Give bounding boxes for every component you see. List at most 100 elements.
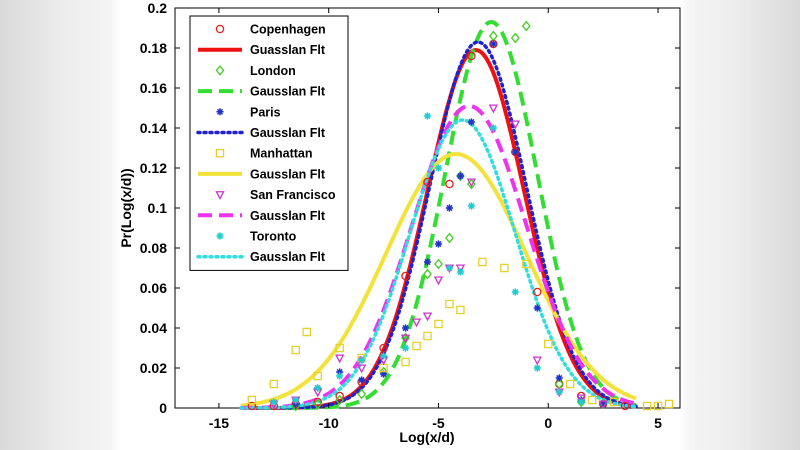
data-point <box>521 20 531 32</box>
data-point <box>554 378 564 390</box>
y-axis-label: Pr(Log(x/d)) <box>118 168 134 247</box>
data-point <box>467 118 476 126</box>
y-tick-label: 0.08 <box>140 240 167 256</box>
data-point <box>478 257 487 267</box>
legend-entry: London <box>215 64 296 78</box>
x-axis-label: Log(x/d) <box>399 429 454 445</box>
data-point <box>434 319 443 329</box>
data-point <box>314 384 322 392</box>
legend-marker-swatch <box>215 191 225 200</box>
data-point <box>379 352 388 360</box>
legend-entry: Gausslan Flt <box>196 250 326 264</box>
axes-layer: -15 -10 -5 0 5 0 0.02 0.04 0.06 0.08 0.1 0.12 0.14 0.… <box>140 0 680 431</box>
data-point <box>434 258 443 270</box>
legend-label: London <box>250 64 296 78</box>
data-point <box>401 357 410 367</box>
x-tick-label: -5 <box>432 415 445 431</box>
data-point <box>445 179 454 189</box>
data-point <box>555 388 563 396</box>
data-point <box>466 178 477 188</box>
data-point <box>291 345 301 355</box>
data-point <box>522 259 531 269</box>
data-point <box>400 334 411 344</box>
legend-marker-swatch <box>216 108 224 116</box>
data-point <box>357 388 367 400</box>
legend-entry: Copenhagen <box>215 23 326 37</box>
data-point <box>379 343 388 353</box>
data-point <box>511 148 519 156</box>
legend-label: Copenhagen <box>250 23 326 37</box>
legend-label: Gausslan Flt <box>250 85 326 99</box>
data-point <box>302 327 311 337</box>
data-point <box>488 104 499 114</box>
y-tick-label: 0.12 <box>140 160 167 176</box>
data-point <box>445 204 454 212</box>
data-point <box>379 370 388 378</box>
y-tick-label: 0.2 <box>148 0 168 16</box>
data-point <box>356 364 367 374</box>
y-tick-label: 0.16 <box>140 80 167 96</box>
marker-series-4 <box>292 40 607 408</box>
fit-curve-7 <box>240 151 637 408</box>
legend: Copenhagen Guasslan Flt London Gausslan Flt… <box>189 15 349 271</box>
x-tick-label: -10 <box>319 415 339 431</box>
data-point <box>599 400 607 408</box>
x-tick-label: 0 <box>544 415 552 431</box>
data-point <box>455 264 466 274</box>
legend-label: Gausslan Flt <box>250 209 326 223</box>
data-point <box>247 395 257 405</box>
data-point <box>401 324 410 332</box>
legend-label: Paris <box>250 105 281 119</box>
legend-label: San Francisco <box>250 188 336 202</box>
legend-entry: Gausslan Flt <box>196 126 326 140</box>
data-point <box>434 240 443 248</box>
legend-label: Gausslan Flt <box>250 167 326 181</box>
data-point <box>433 276 444 286</box>
data-point <box>401 271 410 281</box>
data-point <box>412 341 421 351</box>
data-point <box>336 368 344 376</box>
data-point <box>445 264 454 272</box>
y-tick-label: 0.06 <box>140 280 167 296</box>
data-point <box>292 396 300 404</box>
legend-entry: Guasslan Flt <box>198 43 326 57</box>
data-point <box>609 397 619 407</box>
data-point <box>532 356 542 366</box>
data-point <box>576 394 586 404</box>
data-point <box>510 120 521 130</box>
data-point <box>587 395 597 405</box>
legend-entry: Toronto <box>216 230 297 244</box>
data-point <box>411 318 422 328</box>
data-point <box>445 232 454 244</box>
data-point <box>336 372 344 380</box>
y-tick-label: 0.04 <box>140 320 167 336</box>
legend-marker-swatch <box>215 24 225 34</box>
data-point <box>467 51 476 61</box>
data-point <box>456 172 465 180</box>
data-point <box>510 32 520 44</box>
data-point <box>598 400 608 410</box>
y-tick-label: 0.18 <box>140 40 167 56</box>
data-point <box>335 391 344 401</box>
legend-entry: San Francisco <box>215 188 336 202</box>
legend-label: Guasslan Flt <box>250 43 326 57</box>
data-point <box>423 258 432 266</box>
data-point <box>642 401 652 411</box>
data-point <box>247 401 257 411</box>
data-point <box>269 379 279 389</box>
data-point <box>488 30 498 42</box>
legend-entry: Gausslan Flt <box>198 85 326 99</box>
data-point <box>500 263 509 273</box>
data-point <box>533 287 542 297</box>
data-point <box>489 124 497 132</box>
data-point <box>423 268 432 280</box>
y-tick-label: 0.1 <box>148 200 168 216</box>
legend-entry: Paris <box>216 105 281 119</box>
marker-series-6 <box>247 257 674 411</box>
data-point <box>533 304 541 312</box>
data-point <box>334 354 345 364</box>
data-point <box>664 399 674 409</box>
data-point <box>555 374 563 382</box>
data-point <box>313 398 323 410</box>
y-tick-label: 0.02 <box>140 360 167 376</box>
